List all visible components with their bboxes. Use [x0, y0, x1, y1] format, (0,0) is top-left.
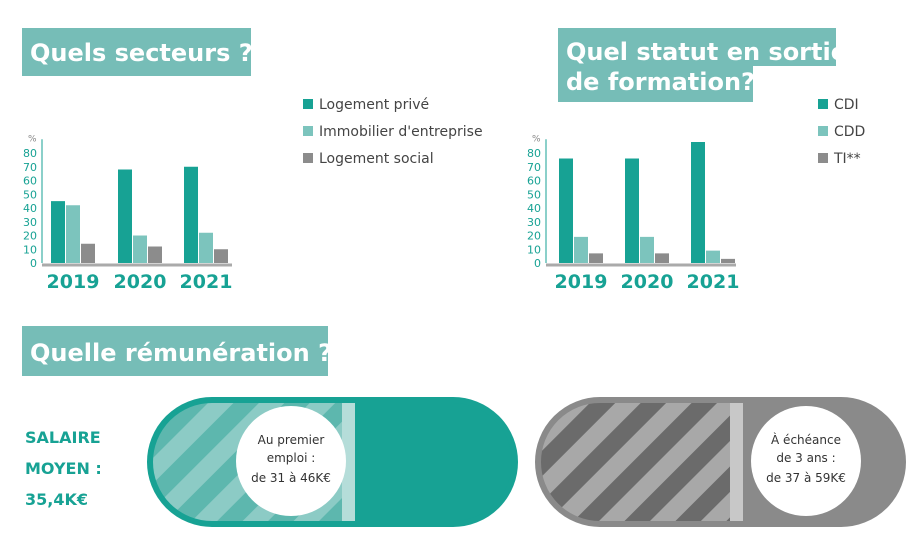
bar [66, 205, 80, 263]
legend-label: CDD [834, 124, 865, 140]
y-tick-label: 40 [23, 202, 37, 215]
salary-text: de 37 à 59K€ [766, 471, 846, 485]
salary-text: emploi : [267, 451, 316, 465]
chart-title: Quels secteurs ? [30, 39, 253, 67]
section-title: Quelle rémunération ? [30, 339, 332, 367]
legend-label: Immobilier d'entreprise [319, 124, 483, 140]
bar [625, 158, 639, 263]
title-box [22, 326, 328, 376]
bar [81, 243, 95, 263]
salary-text: À échéance [771, 432, 841, 447]
title-box [22, 28, 251, 76]
bar [574, 236, 588, 263]
y-tick-label: 60 [527, 175, 541, 188]
x-tick-label: 2021 [687, 271, 740, 293]
y-tick-label: 30 [527, 216, 541, 229]
bar [655, 253, 669, 263]
salary-label: SALAIRE [25, 428, 101, 447]
legend-label: Logement social [319, 151, 434, 167]
legend-label: CDI [834, 97, 859, 113]
chart-title: de formation? [566, 68, 755, 96]
title-box [558, 28, 836, 66]
bar [214, 249, 228, 263]
y-tick-label: 20 [23, 230, 37, 243]
x-tick-label: 2021 [180, 271, 233, 293]
legend-swatch [818, 99, 828, 109]
salary-pill: À échéance de 3 ans : de 37 à 59K€ [535, 397, 906, 527]
salary-value: 35,4K€ [25, 490, 88, 509]
y-unit: % [532, 134, 541, 144]
legend-label: Logement privé [319, 97, 429, 113]
legend-swatch [818, 153, 828, 163]
bar [51, 201, 65, 263]
x-tick-label: 2019 [47, 271, 100, 293]
bar [589, 253, 603, 263]
y-tick-label: 10 [527, 243, 541, 256]
y-tick-label: 50 [23, 188, 37, 201]
bar [118, 169, 132, 263]
bar [199, 232, 213, 263]
y-tick-label: 0 [30, 257, 37, 270]
salary-text: de 3 ans : [776, 451, 835, 465]
chart-title: Quel statut en sortie [566, 38, 847, 66]
salary-pill: Au premier emploi : de 31 à 46K€ [147, 397, 518, 527]
bar [184, 166, 198, 263]
y-tick-label: 70 [527, 161, 541, 174]
bar [559, 158, 573, 263]
legend-swatch [818, 126, 828, 136]
y-tick-label: 20 [527, 230, 541, 243]
legend-label: TI** [833, 151, 861, 167]
bar [640, 236, 654, 263]
salary-text: de 31 à 46K€ [251, 471, 331, 485]
x-tick-label: 2020 [114, 271, 167, 293]
x-tick-label: 2019 [555, 271, 608, 293]
y-tick-label: 30 [23, 216, 37, 229]
y-tick-label: 50 [527, 188, 541, 201]
bar [148, 246, 162, 263]
legend-swatch [303, 99, 313, 109]
y-tick-label: 60 [23, 175, 37, 188]
y-tick-label: 0 [534, 257, 541, 270]
legend-swatch [303, 153, 313, 163]
bar [721, 258, 735, 263]
y-tick-label: 70 [23, 161, 37, 174]
y-tick-label: 10 [23, 243, 37, 256]
legend-swatch [303, 126, 313, 136]
bar [691, 142, 705, 263]
x-tick-label: 2020 [621, 271, 674, 293]
y-tick-label: 40 [527, 202, 541, 215]
bar [133, 235, 147, 263]
salary-text: Au premier [258, 433, 325, 447]
title-box [558, 65, 753, 102]
salary-label: MOYEN : [25, 459, 102, 478]
y-tick-label: 80 [527, 147, 541, 160]
y-unit: % [28, 134, 37, 144]
bar [706, 250, 720, 263]
y-tick-label: 80 [23, 147, 37, 160]
